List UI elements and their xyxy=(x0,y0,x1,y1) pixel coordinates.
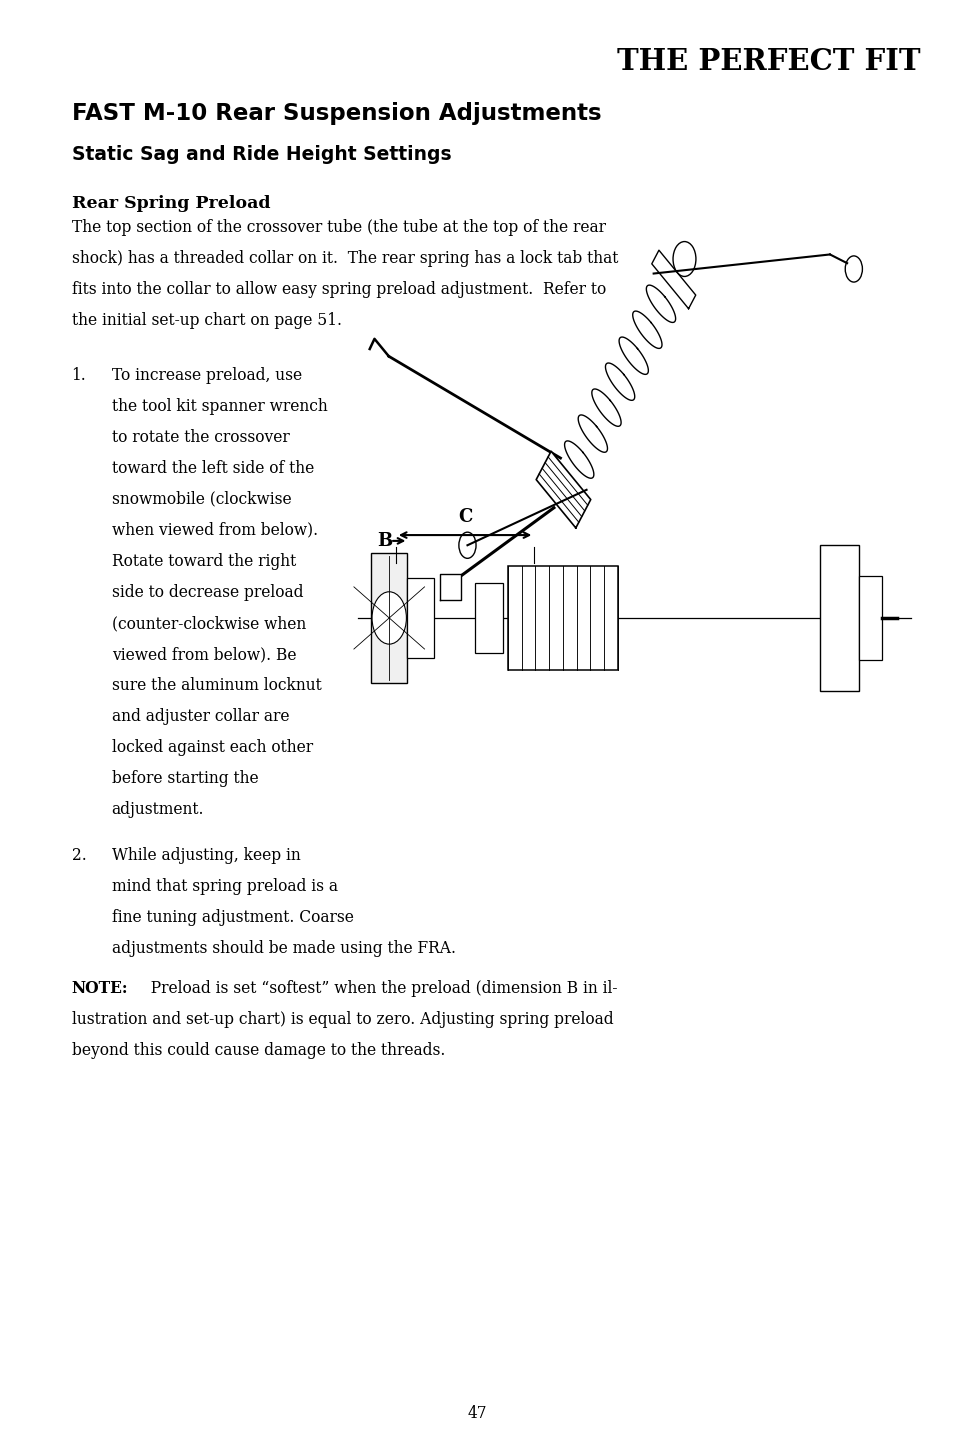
Text: to rotate the crossover: to rotate the crossover xyxy=(112,429,289,446)
Polygon shape xyxy=(439,574,460,601)
Text: before starting the: before starting the xyxy=(112,771,258,787)
Text: sure the aluminum locknut: sure the aluminum locknut xyxy=(112,678,321,694)
Text: viewed from below). Be: viewed from below). Be xyxy=(112,646,295,663)
Text: 47: 47 xyxy=(467,1405,486,1422)
Text: locked against each other: locked against each other xyxy=(112,739,313,756)
Text: shock) has a threaded collar on it.  The rear spring has a lock tab that: shock) has a threaded collar on it. The … xyxy=(71,250,618,268)
Text: NOTE:: NOTE: xyxy=(71,980,128,996)
Text: mind that spring preload is a: mind that spring preload is a xyxy=(112,878,337,894)
Text: adjustment.: adjustment. xyxy=(112,801,204,819)
Text: beyond this could cause damage to the threads.: beyond this could cause damage to the th… xyxy=(71,1041,444,1059)
Text: when viewed from below).: when viewed from below). xyxy=(112,522,317,539)
Polygon shape xyxy=(651,250,695,308)
Text: Rear Spring Preload: Rear Spring Preload xyxy=(71,195,270,212)
Text: While adjusting, keep in: While adjusting, keep in xyxy=(112,846,300,864)
Text: Preload is set “softest” when the preload (dimension B in il-: Preload is set “softest” when the preloa… xyxy=(141,980,617,996)
Text: The top section of the crossover tube (the tube at the top of the rear: The top section of the crossover tube (t… xyxy=(71,220,605,236)
Text: FAST M-10 Rear Suspension Adjustments: FAST M-10 Rear Suspension Adjustments xyxy=(71,102,600,125)
FancyBboxPatch shape xyxy=(858,576,882,660)
Polygon shape xyxy=(536,451,590,528)
FancyBboxPatch shape xyxy=(474,583,503,653)
Text: and adjuster collar are: and adjuster collar are xyxy=(112,708,289,726)
Text: toward the left side of the: toward the left side of the xyxy=(112,459,314,477)
Text: fine tuning adjustment. Coarse: fine tuning adjustment. Coarse xyxy=(112,909,354,926)
Text: adjustments should be made using the FRA.: adjustments should be made using the FRA… xyxy=(112,939,456,957)
FancyBboxPatch shape xyxy=(407,577,434,657)
Text: B: B xyxy=(376,532,392,550)
Text: To increase preload, use: To increase preload, use xyxy=(112,366,301,384)
FancyBboxPatch shape xyxy=(820,545,858,691)
Text: THE PERFECT FIT: THE PERFECT FIT xyxy=(617,47,920,76)
Text: Static Sag and Ride Height Settings: Static Sag and Ride Height Settings xyxy=(71,145,451,164)
Text: 2.: 2. xyxy=(71,846,86,864)
FancyBboxPatch shape xyxy=(371,553,407,683)
Text: the initial set-up chart on page 51.: the initial set-up chart on page 51. xyxy=(71,313,341,329)
Text: side to decrease preload: side to decrease preload xyxy=(112,585,303,601)
Text: fits into the collar to allow easy spring preload adjustment.  Refer to: fits into the collar to allow easy sprin… xyxy=(71,281,605,298)
Text: snowmobile (clockwise: snowmobile (clockwise xyxy=(112,491,291,507)
Text: lustration and set-up chart) is equal to zero. Adjusting spring preload: lustration and set-up chart) is equal to… xyxy=(71,1011,613,1028)
Text: the tool kit spanner wrench: the tool kit spanner wrench xyxy=(112,398,327,414)
Text: Rotate toward the right: Rotate toward the right xyxy=(112,553,295,570)
Text: 1.: 1. xyxy=(71,366,86,384)
Text: (counter-clockwise when: (counter-clockwise when xyxy=(112,615,306,632)
FancyBboxPatch shape xyxy=(507,566,618,670)
Text: C: C xyxy=(457,509,472,526)
Circle shape xyxy=(372,592,406,644)
